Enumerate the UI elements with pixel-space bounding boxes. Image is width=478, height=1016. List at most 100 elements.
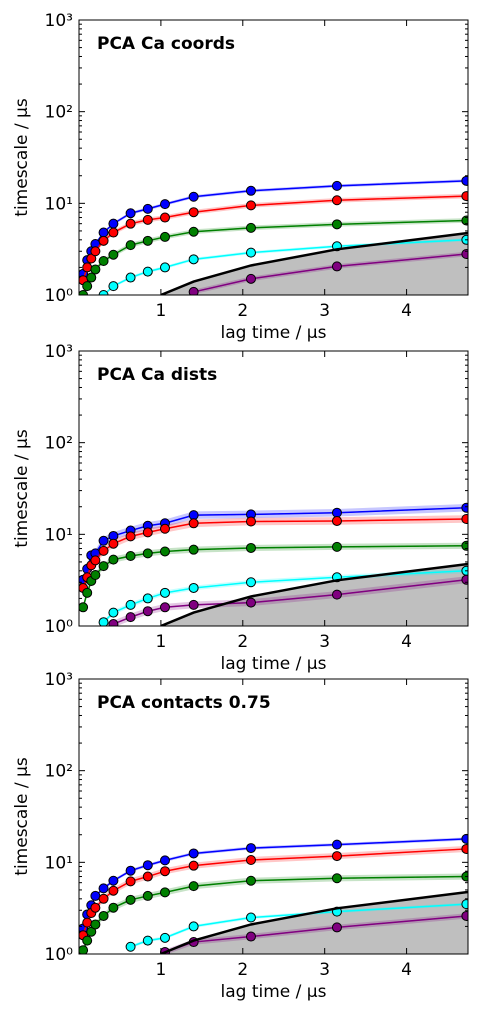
- boundary-line: [160, 231, 468, 295]
- series-3-point: [98, 255, 109, 266]
- series-1-point: [125, 208, 136, 219]
- series-2-point: [90, 902, 101, 913]
- series-1-point: [159, 199, 170, 210]
- series-2-point: [159, 212, 170, 223]
- series-1-point: [98, 535, 109, 546]
- series-1-point: [331, 180, 342, 191]
- series-5-band: [164, 913, 467, 954]
- series-1-point: [108, 218, 119, 229]
- shaded-region: [160, 232, 468, 295]
- series-1-point: [142, 203, 153, 214]
- series-3-point: [86, 272, 97, 283]
- y-tick-label: 10¹: [45, 194, 73, 214]
- x-tick-label: 3: [319, 632, 330, 652]
- x-axis-label: lag time / μs: [221, 323, 327, 343]
- series-3-point: [188, 544, 199, 555]
- series-3-point: [188, 226, 199, 237]
- series-3-point: [79, 290, 89, 295]
- series-4-point: [461, 234, 468, 245]
- boundary-line: [160, 890, 468, 954]
- series-2-point: [245, 200, 256, 211]
- series-3-point: [90, 264, 101, 275]
- series-3-point: [159, 887, 170, 898]
- series-1-point: [461, 175, 468, 186]
- series-1-point: [98, 227, 109, 238]
- series-4-mean-line: [103, 570, 467, 623]
- series-3-point: [331, 541, 342, 552]
- x-tick-label: 1: [155, 632, 166, 652]
- series-3-point: [108, 249, 119, 260]
- series-2-point: [82, 917, 93, 928]
- series-3-point: [108, 902, 119, 913]
- x-tick-label: 1: [155, 960, 166, 980]
- panel-title: PCA Ca coords: [97, 34, 235, 54]
- series-5-mean-line: [193, 253, 467, 293]
- series-3-point: [159, 546, 170, 557]
- y-tick-label: 10²: [45, 434, 73, 454]
- series-5-point: [461, 574, 468, 585]
- series-5-point: [188, 286, 199, 295]
- series-4-point: [159, 932, 170, 943]
- series-3-point: [98, 910, 109, 921]
- series-2-point: [125, 218, 136, 229]
- series-3-point: [142, 235, 153, 246]
- series-2-point: [90, 246, 101, 257]
- y-tick-label: 10¹: [45, 525, 73, 545]
- series-3-point: [125, 240, 136, 251]
- x-tick-label: 3: [319, 301, 330, 321]
- series-3-point: [82, 587, 93, 598]
- series-4-point: [108, 281, 119, 292]
- series-4-point: [245, 912, 256, 923]
- x-tick-label: 2: [237, 960, 248, 980]
- series-5-point: [159, 602, 170, 613]
- series-4-point: [159, 262, 170, 273]
- series-1-point: [142, 860, 153, 871]
- series-3-point: [82, 935, 93, 946]
- series-2-point: [331, 515, 342, 526]
- series-3-point: [142, 548, 153, 559]
- x-tick-label: 1: [155, 301, 166, 321]
- series-3-point: [125, 551, 136, 562]
- series-3-point: [125, 894, 136, 905]
- series-2-point: [142, 871, 153, 882]
- y-axis-label: timescale / μs: [12, 757, 32, 876]
- series-2-band: [83, 515, 467, 592]
- series-4-point: [108, 607, 119, 618]
- series-2-point: [331, 195, 342, 206]
- chart-panel-1: 1 2 3 4 10⁰ 10¹ 10² 10³ lag time / μs timescale /…: [12, 11, 469, 343]
- series-2-point: [159, 523, 170, 534]
- y-tick-label: 10¹: [45, 853, 73, 873]
- plot-area: [79, 502, 468, 626]
- series-4-point: [142, 935, 153, 946]
- series-4-point: [125, 941, 136, 952]
- y-axis-label: timescale / μs: [12, 98, 32, 217]
- series-4-point: [125, 599, 136, 610]
- series-2-point: [188, 207, 199, 218]
- series-5-point: [245, 597, 256, 608]
- series-3-point: [245, 875, 256, 886]
- series-2-point: [108, 538, 119, 549]
- series-2-point: [461, 513, 468, 524]
- series-4-point: [125, 272, 136, 283]
- series-1-point: [245, 185, 256, 196]
- series-1-point: [461, 502, 468, 513]
- series-2-point: [125, 876, 136, 887]
- series-1-point: [331, 839, 342, 850]
- series-2-point: [245, 855, 256, 866]
- x-tick-label: 4: [401, 960, 412, 980]
- series-5-point: [245, 273, 256, 284]
- series-5-mean-line: [113, 579, 467, 625]
- y-axis-label: timescale / μs: [12, 429, 32, 548]
- series-2-point: [142, 214, 153, 225]
- series-5-point: [245, 931, 256, 942]
- plot-frame: [78, 678, 469, 955]
- chart-panel-2: 1 2 3 4 10⁰ 10¹ 10² 10³ lag time / μs timescale /…: [12, 342, 469, 674]
- series-5-point: [461, 910, 468, 921]
- y-tick-label: 10³: [45, 342, 73, 362]
- y-tick-label: 10³: [45, 670, 73, 690]
- plot-area: [79, 175, 468, 295]
- y-tick-label: 10⁰: [45, 617, 74, 637]
- plot-frame: [78, 350, 469, 627]
- series-2-band: [83, 193, 467, 283]
- series-5-band: [113, 576, 467, 626]
